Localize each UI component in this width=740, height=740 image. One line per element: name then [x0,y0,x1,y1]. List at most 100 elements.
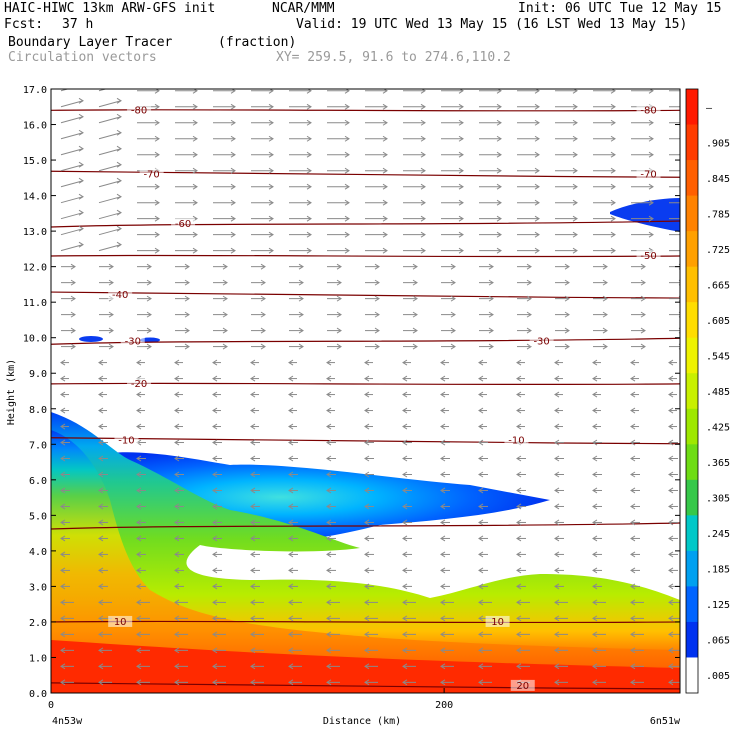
vector-arrowhead [60,679,66,686]
vector-arrowhead [554,679,560,686]
contour-label-bg [485,615,510,627]
vector-arrowhead [336,295,342,302]
vector-arrowhead [174,615,180,622]
vector-arrowhead [630,631,636,638]
vector-arrowhead [402,455,408,462]
vector-arrowhead [60,471,66,478]
vector-arrowhead [440,455,446,462]
vector-arrowhead [250,423,256,430]
vector-arrowhead [420,231,426,238]
vector-arrowhead [260,311,266,318]
vector-arrowhead [268,231,274,238]
vector-arrowhead [298,295,304,302]
vector-arrowhead [668,407,674,414]
vector-arrowhead [402,567,408,574]
vector-arrowhead [668,471,674,478]
y-tick-label: 11.0 [23,298,47,309]
vector-arrowhead [230,167,236,174]
vector-arrowhead [298,263,304,270]
vector-arrowhead [668,631,674,638]
vector-arrowhead [192,119,198,126]
vector-arrowhead [610,215,616,222]
colorbar-swatch [686,160,698,197]
vector-arrowhead [374,263,380,270]
vector-arrowhead [250,375,256,382]
vector-arrowhead [154,151,160,158]
vector-arrowhead [374,311,380,318]
forecast-label: Fcst: [4,17,44,32]
vector-arrowhead [668,599,674,606]
boundary-layer-base [51,430,680,693]
vector-arrowhead [268,119,274,126]
vector-arrowhead [222,263,228,270]
vector-arrowhead [592,647,598,654]
vector-arrowhead [364,615,370,622]
vector-arrowhead [70,327,76,334]
vector-arrowhead [344,199,350,206]
vector-arrowhead [364,471,370,478]
vector-arrowhead [602,263,608,270]
vector-arrowhead [440,439,446,446]
vector-arrowhead [154,231,160,238]
y-axis-label: Height (km) [6,359,17,425]
vector-arrowhead [478,407,484,414]
vector-arrowhead [60,407,66,414]
vector-arrowhead [364,519,370,526]
vector-arrowhead [610,199,616,206]
vector-arrowhead [250,471,256,478]
vector-arrowhead [250,631,256,638]
vector-arrowhead [450,311,456,318]
vector-arrowhead [136,471,142,478]
colorbar-label: .785 [706,209,730,220]
temperature-contour-label: -20 [131,379,147,390]
vector-arrowhead [630,647,636,654]
vector-arrowhead [260,295,266,302]
vector-arrowhead [516,359,522,366]
vector-arrowhead [60,647,66,654]
vector-arrowhead [478,455,484,462]
colorbar-swatch [686,586,698,623]
vector-arrowhead [212,487,218,494]
vector-arrowhead [174,519,180,526]
vector-arrowhead [136,631,142,638]
vector-arrowhead [212,519,218,526]
temperature-contour [51,682,680,690]
vector-arrowhead [630,583,636,590]
colorbar-swatch [686,621,698,658]
model-title: HAIC-HIWC 13km ARW-GFS init [4,1,216,16]
vector-arrowhead [572,215,578,222]
vector-arrowhead [534,231,540,238]
vector-arrowhead [440,359,446,366]
vector-arrowhead [592,423,598,430]
y-tick-label: 17.0 [23,85,47,96]
vector-arrowhead [98,519,104,526]
vector-arrowhead [250,567,256,574]
contour-label-bg [636,249,661,261]
temperature-contour-label: 10 [491,617,504,628]
vector-arrowhead [382,215,388,222]
vector-arrowhead [364,375,370,382]
y-tick-label: 8.0 [29,405,47,416]
temperature-contour-label: -30 [125,336,141,347]
circulation-vector [60,100,84,108]
vector-arrowhead [250,407,256,414]
vector-arrowhead [478,423,484,430]
vector-arrowhead [602,327,608,334]
colorbar-label: .245 [706,529,730,540]
vector-arrowhead [478,567,484,574]
vector-arrowhead [440,583,446,590]
vector-arrowhead [668,423,674,430]
colorbar-swatch [686,657,698,694]
circulation-vector [98,212,122,220]
vector-arrowhead [136,519,142,526]
vector-arrowhead [402,679,408,686]
vector-arrowhead [630,407,636,414]
vector-arrowhead [554,503,560,510]
vector-arrowhead [154,135,160,142]
y-tick-label: 10.0 [23,334,47,345]
vector-arrowhead [98,647,104,654]
vector-arrowhead [230,247,236,254]
vector-arrowhead [250,487,256,494]
vector-arrowhead [554,423,560,430]
vector-arrowhead [554,551,560,558]
